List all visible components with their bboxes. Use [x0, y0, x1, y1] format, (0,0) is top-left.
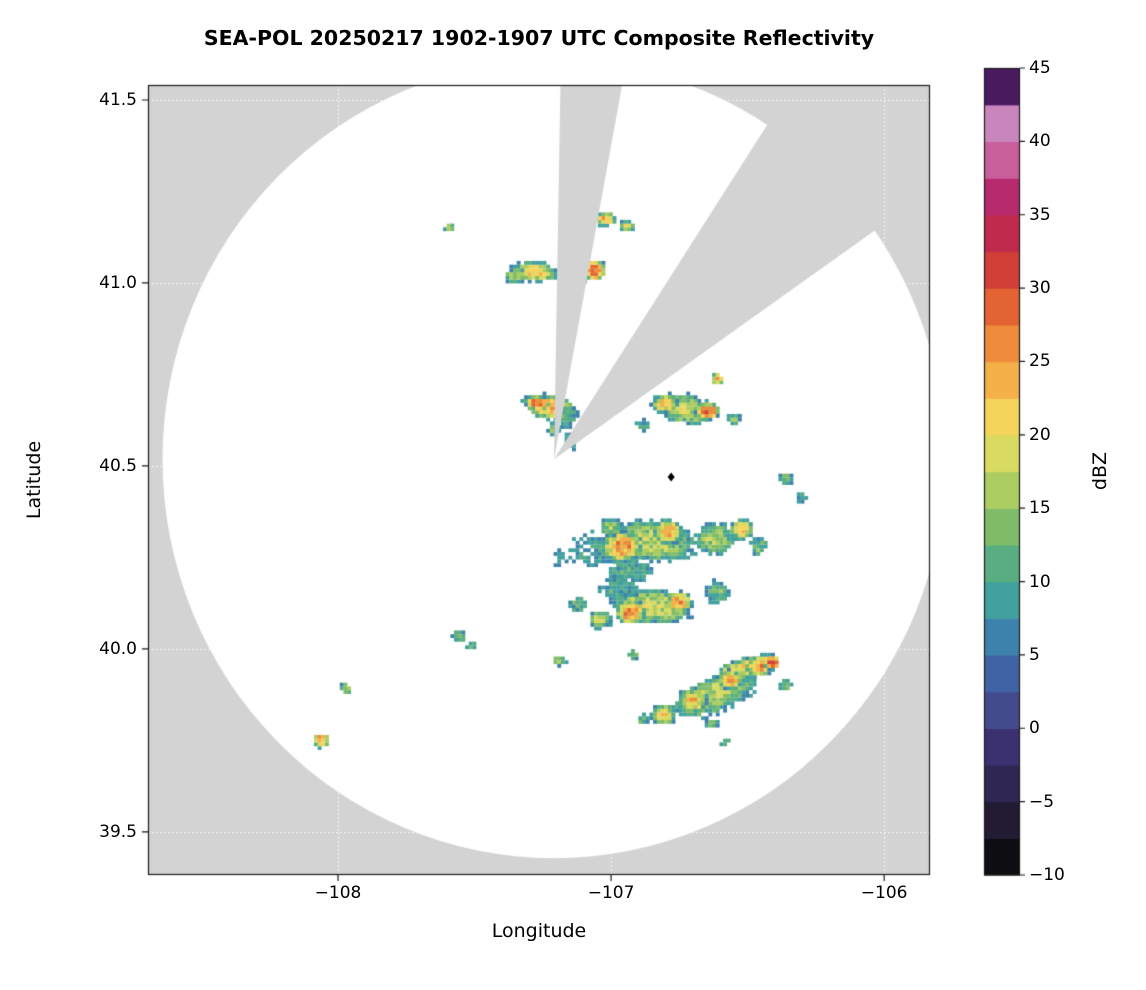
- colorbar: [984, 68, 1020, 875]
- colorbar-tick-label: −10: [1029, 865, 1065, 885]
- x-tick-label: −106: [860, 883, 908, 903]
- colorbar-tick-label: 25: [1029, 351, 1051, 372]
- y-axis-label: Latitude: [23, 440, 45, 520]
- colorbar-tick-label: 20: [1029, 424, 1051, 445]
- colorbar-tick-label: 35: [1029, 204, 1051, 225]
- colorbar-tick-label: 45: [1029, 58, 1051, 78]
- y-tick-label: 40.5: [99, 455, 137, 476]
- y-tick-label: 41.0: [99, 272, 137, 293]
- x-tick-label: −108: [314, 883, 362, 903]
- colorbar-tick-label: 40: [1029, 131, 1051, 152]
- x-axis-label: Longitude: [491, 920, 587, 942]
- colorbar-tick-label: 10: [1029, 571, 1051, 592]
- colorbar-tick-label: −5: [1029, 791, 1055, 812]
- colorbar-tick-label: 30: [1029, 278, 1051, 299]
- y-tick-label: 39.5: [99, 821, 137, 842]
- colorbar-tick-label: 0: [1029, 718, 1040, 739]
- plot-title: SEA-POL 20250217 1902-1907 UTC Composite…: [203, 26, 875, 50]
- x-tick-label: −107: [587, 883, 635, 903]
- colorbar-tick-label: 5: [1029, 644, 1040, 665]
- colorbar-tick-label: 15: [1029, 498, 1051, 519]
- colorbar-label: dBZ: [1089, 451, 1111, 491]
- y-tick-label: 41.5: [99, 90, 137, 110]
- y-tick-label: 40.0: [99, 638, 137, 659]
